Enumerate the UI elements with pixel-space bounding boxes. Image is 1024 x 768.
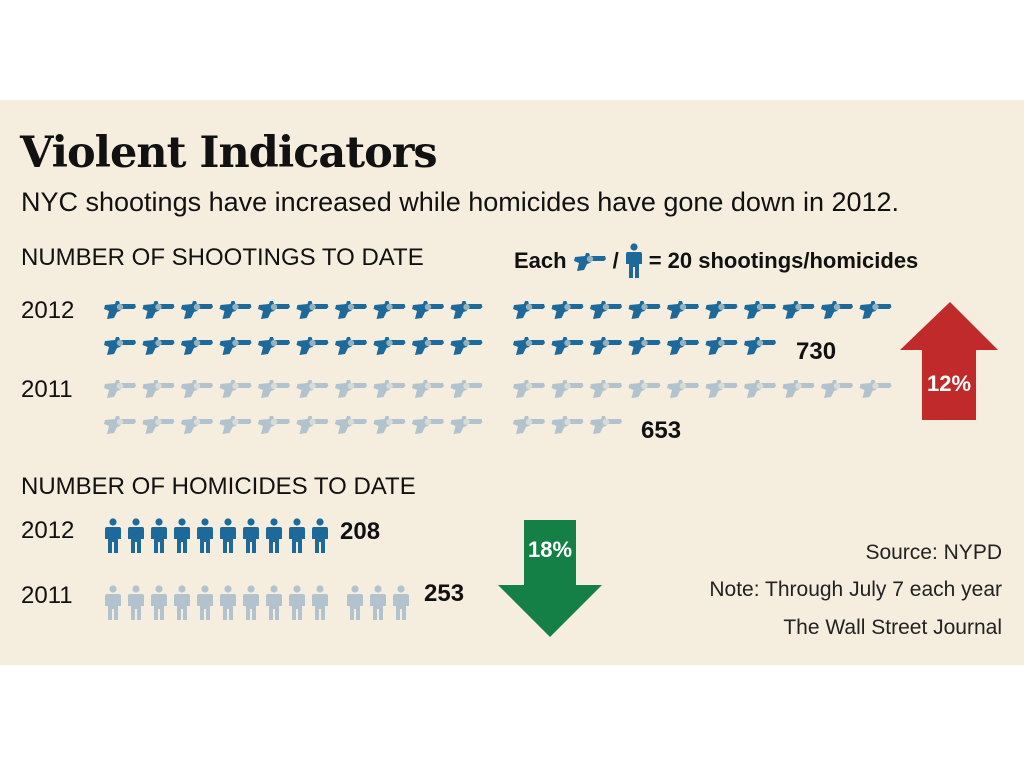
decrease-arrow: 18%	[498, 520, 602, 637]
legend-separator: /	[612, 248, 619, 273]
homicides-heading: NUMBER OF HOMICIDES TO DATE	[21, 473, 416, 500]
person-icon-2011	[128, 585, 144, 620]
person-icon-2011	[347, 585, 363, 620]
person-icon-2011	[220, 585, 236, 620]
person-icon-2012	[174, 518, 190, 553]
infographic-panel	[0, 100, 1024, 665]
person-icon-2011	[151, 585, 167, 620]
person-icon-2011	[174, 585, 190, 620]
shootings-year-2011: 2011	[21, 376, 73, 403]
person-icon-2011	[370, 585, 386, 620]
shootings-value-2012: 730	[796, 338, 837, 365]
person-icon-2012	[266, 518, 282, 553]
person-icon-2012	[243, 518, 259, 553]
person-icon-2012	[289, 518, 305, 553]
homicides-year-2012: 2012	[21, 517, 75, 544]
chart-title: Violent Indicators	[20, 128, 438, 178]
decrease-percent-label: 18%	[528, 537, 572, 562]
legend-each-label: Each	[514, 248, 567, 273]
person-icon-2011	[289, 585, 305, 620]
person-icon-2012	[128, 518, 144, 553]
person-icon-2011	[243, 585, 259, 620]
person-icon-2011	[312, 585, 328, 620]
person-icon-2012	[151, 518, 167, 553]
person-icon-2012	[105, 518, 121, 553]
date-note: Note: Through July 7 each year	[709, 578, 1002, 601]
person-icon-2012	[197, 518, 213, 553]
shootings-value-2011: 653	[641, 417, 682, 444]
person-icon-2011	[266, 585, 282, 620]
homicides-value-2011: 253	[424, 580, 465, 607]
shootings-heading: NUMBER OF SHOOTINGS TO DATE	[21, 244, 424, 271]
legend-unit-label: = 20 shootings/homicides	[648, 248, 919, 273]
publisher-note: The Wall Street Journal	[783, 616, 1002, 639]
shootings-year-2012: 2012	[21, 297, 75, 324]
legend: Each / = 20 shootings/homicides	[514, 243, 919, 278]
chart-subtitle: NYC shootings have increased while homic…	[21, 187, 900, 217]
person-icon-2011	[393, 585, 409, 620]
person-icon-2012	[312, 518, 328, 553]
person-icon-2011	[197, 585, 213, 620]
person-icon-2012	[220, 518, 236, 553]
homicides-year-2011: 2011	[21, 582, 73, 609]
homicides-value-2012: 208	[340, 518, 381, 545]
increase-arrow: 12%	[900, 302, 998, 420]
source-note: Source: NYPD	[865, 541, 1002, 564]
person-icon-2011	[105, 585, 121, 620]
increase-percent-label: 12%	[927, 371, 971, 396]
